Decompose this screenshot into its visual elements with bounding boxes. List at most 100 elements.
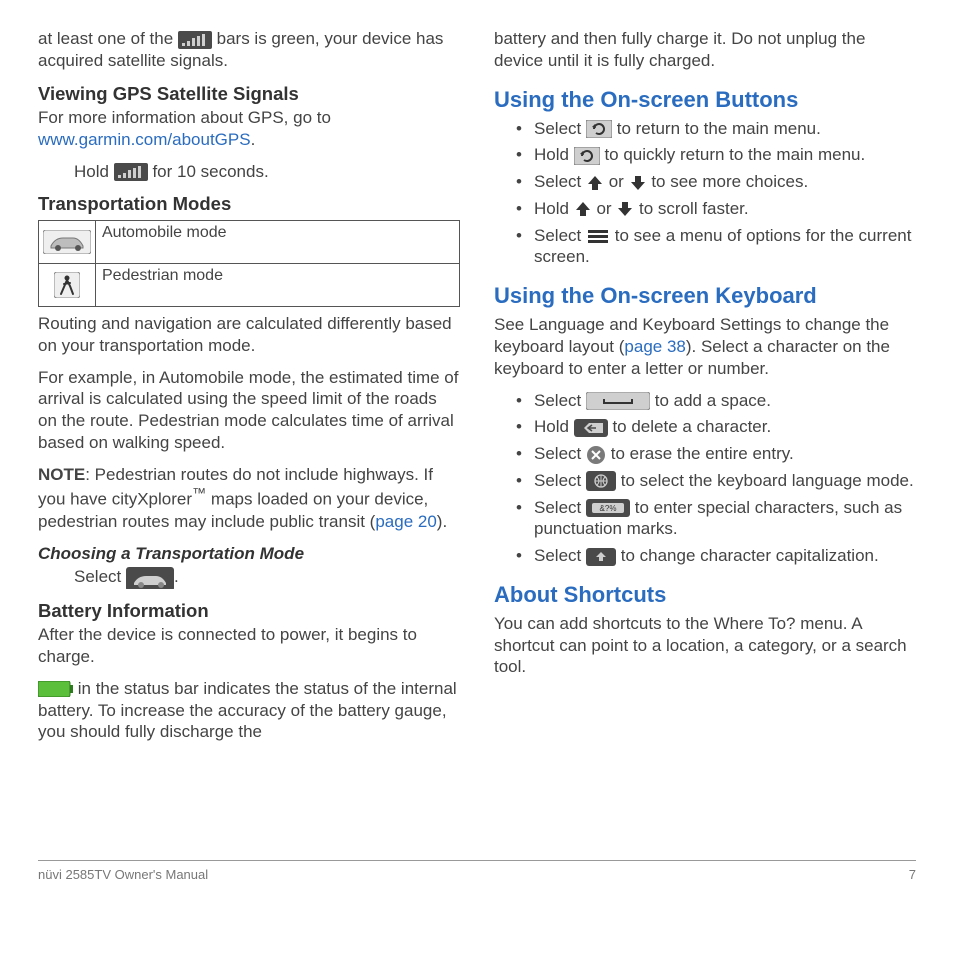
page-content: at least one of the bars is green, your … — [0, 0, 954, 860]
auto-label: Automobile mode — [96, 221, 460, 264]
buttons-list: Select to return to the main menu. Hold … — [494, 118, 916, 269]
batt-cont: battery and then fully charge it. Do not… — [494, 28, 916, 72]
page-footer: nüvi 2585TV Owner's Manual 7 — [38, 860, 916, 882]
down-arrow-icon — [616, 200, 634, 218]
gps-body: For more information about GPS, go to ww… — [38, 107, 460, 151]
pedestrian-icon — [54, 272, 80, 298]
gps-link[interactable]: www.garmin.com/aboutGPS — [38, 130, 251, 149]
text: to select the keyboard language mode. — [621, 471, 914, 490]
auto-icon-cell — [39, 221, 96, 264]
text: Hold — [534, 417, 569, 436]
page-number: 7 — [909, 867, 916, 882]
page-link[interactable]: page 20 — [375, 512, 436, 531]
left-column: at least one of the bars is green, your … — [38, 28, 460, 842]
list-item: Select to see a menu of options for the … — [516, 225, 916, 269]
text: Select — [534, 546, 581, 565]
list-item: Select to change character capitalizatio… — [516, 545, 916, 567]
text: to quickly return to the main menu. — [604, 145, 865, 164]
gps-heading: Viewing GPS Satellite Signals — [38, 82, 460, 106]
text: to scroll faster. — [639, 199, 749, 218]
kbd-heading: Using the On-screen Keyboard — [494, 282, 916, 310]
trans-heading: Transportation Modes — [38, 192, 460, 216]
text: to change character capitalization. — [621, 546, 879, 565]
text: in the status bar indicates the status o… — [38, 679, 457, 742]
up-arrow-icon — [586, 174, 604, 192]
signal-bars-icon — [114, 163, 148, 181]
ped-icon-cell — [39, 264, 96, 307]
text: or — [596, 199, 611, 218]
down-arrow-icon — [629, 174, 647, 192]
gps-intro: at least one of the bars is green, your … — [38, 28, 460, 72]
kbd-body: See Language and Keyboard Settings to ch… — [494, 314, 916, 379]
shortcuts-heading: About Shortcuts — [494, 581, 916, 609]
table-row: Pedestrian mode — [39, 264, 460, 307]
trans-p1: Routing and navigation are calculated di… — [38, 313, 460, 357]
list-item: Hold to quickly return to the main menu. — [516, 144, 916, 166]
space-key-icon — [586, 392, 650, 410]
shortcuts-body: You can add shortcuts to the Where To? m… — [494, 613, 916, 678]
text: to see more choices. — [651, 172, 808, 191]
list-item: Select to erase the entire entry. — [516, 443, 916, 465]
battery-icon — [38, 681, 73, 697]
text: Select — [534, 119, 581, 138]
text: to add a space. — [655, 391, 771, 410]
batt-heading: Battery Information — [38, 599, 460, 623]
text: or — [609, 172, 624, 191]
shift-key-icon — [586, 548, 616, 566]
clear-icon — [586, 445, 606, 465]
text: to delete a character. — [612, 417, 771, 436]
text: ). — [437, 512, 447, 531]
backspace-icon — [574, 419, 608, 437]
text: For more information about GPS, go to — [38, 108, 331, 127]
text: to return to the main menu. — [617, 119, 821, 138]
kbd-list: Select to add a space. Hold to delete a … — [494, 390, 916, 567]
list-item: Select or to see more choices. — [516, 171, 916, 193]
text: Select — [534, 498, 581, 517]
choose-body: Select . — [38, 566, 460, 589]
trans-p2: For example, in Automobile mode, the est… — [38, 367, 460, 454]
back-icon — [574, 147, 600, 165]
back-icon — [586, 120, 612, 138]
text: Select — [534, 226, 581, 245]
globe-icon — [586, 471, 616, 491]
text: at least one of the — [38, 29, 173, 48]
modes-table: Automobile mode Pedestrian mode — [38, 220, 460, 307]
list-item: Hold or to scroll faster. — [516, 198, 916, 220]
menu-icon — [586, 228, 610, 244]
tm: ™ — [192, 486, 206, 502]
up-arrow-icon — [574, 200, 592, 218]
list-item: Select to select the keyboard language m… — [516, 470, 916, 492]
car-icon — [126, 567, 174, 589]
text: Select — [534, 391, 581, 410]
text: Hold — [534, 199, 569, 218]
list-item: Hold to delete a character. — [516, 416, 916, 438]
text: Select — [534, 444, 581, 463]
text: . — [174, 567, 179, 586]
text: for 10 seconds. — [152, 162, 268, 181]
ped-label: Pedestrian mode — [96, 264, 460, 307]
trans-note: NOTE: Pedestrian routes do not include h… — [38, 464, 460, 533]
symbols-key-icon — [586, 499, 630, 517]
list-item: Select to add a space. — [516, 390, 916, 412]
signal-bars-icon — [178, 31, 212, 49]
text: Select — [534, 471, 581, 490]
gps-hold: Hold for 10 seconds. — [38, 161, 460, 183]
text: Hold — [74, 162, 109, 181]
footer-title: nüvi 2585TV Owner's Manual — [38, 867, 208, 882]
text: Select — [74, 567, 121, 586]
batt-p2: in the status bar indicates the status o… — [38, 678, 460, 743]
choose-heading: Choosing a Transportation Mode — [38, 543, 460, 565]
text: Hold — [534, 145, 569, 164]
text: Select — [534, 172, 581, 191]
text: to erase the entire entry. — [611, 444, 794, 463]
note-label: NOTE — [38, 465, 85, 484]
batt-p1: After the device is connected to power, … — [38, 624, 460, 668]
car-icon — [43, 230, 91, 254]
list-item: Select to enter special characters, such… — [516, 497, 916, 541]
text: . — [251, 130, 256, 149]
table-row: Automobile mode — [39, 221, 460, 264]
page-link[interactable]: page 38 — [624, 337, 685, 356]
right-column: battery and then fully charge it. Do not… — [494, 28, 916, 842]
list-item: Select to return to the main menu. — [516, 118, 916, 140]
buttons-heading: Using the On-screen Buttons — [494, 86, 916, 114]
